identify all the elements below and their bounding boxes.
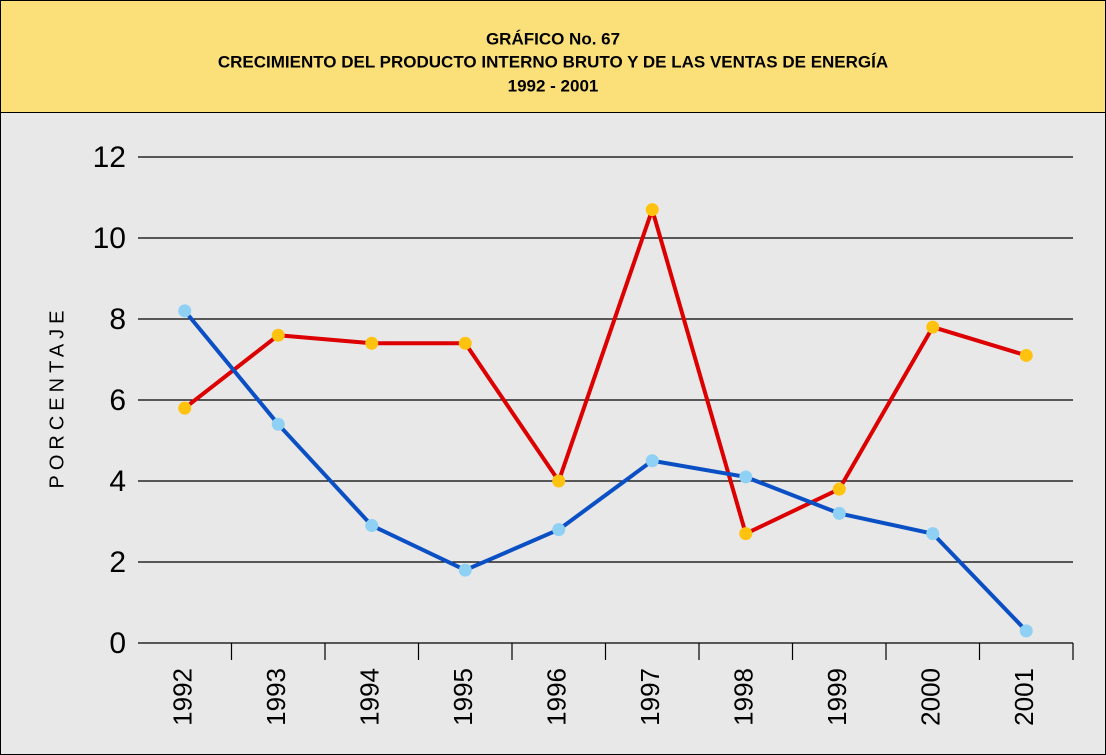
x-tick-label: 1998 — [729, 668, 759, 726]
data-point — [365, 336, 379, 350]
data-point — [645, 203, 659, 217]
x-tick-label: 1996 — [542, 668, 572, 726]
data-point — [552, 474, 566, 488]
data-point — [271, 328, 285, 342]
data-point — [832, 506, 846, 520]
x-tick-label: 1994 — [355, 668, 385, 726]
x-tick-label: 2000 — [916, 668, 946, 726]
chart-subtitle: CRECIMIENTO DEL PRODUCTO INTERNO BRUTO Y… — [218, 52, 888, 71]
data-point — [739, 470, 753, 484]
data-point — [926, 527, 940, 541]
data-point — [178, 401, 192, 415]
data-point — [271, 417, 285, 431]
chart-title: GRÁFICO No. 67 — [486, 29, 620, 48]
y-tick-label: 4 — [109, 465, 126, 498]
y-tick-label: 10 — [93, 222, 126, 255]
y-tick-label: 2 — [109, 546, 126, 579]
y-tick-label: 6 — [109, 384, 126, 417]
x-tick-label: 1993 — [261, 668, 291, 726]
x-tick-label: 1997 — [635, 668, 665, 726]
y-axis-label: PORCENTAJE — [46, 306, 68, 489]
x-tick-label: 1999 — [822, 668, 852, 726]
data-point — [552, 523, 566, 537]
data-point — [1019, 624, 1033, 638]
x-tick-label: 1995 — [448, 668, 478, 726]
data-point — [178, 304, 192, 318]
y-tick-label: 12 — [93, 141, 126, 174]
x-tick-label: 2001 — [1009, 668, 1039, 726]
x-tick-label: 1992 — [168, 668, 198, 726]
y-tick-label: 8 — [109, 303, 126, 336]
header-band — [0, 0, 1106, 113]
data-point — [926, 320, 940, 334]
series-line — [183, 207, 1027, 536]
data-point — [645, 454, 659, 468]
data-point — [458, 336, 472, 350]
data-point — [365, 519, 379, 533]
data-point — [1019, 348, 1033, 362]
data-point — [739, 527, 753, 541]
data-point — [832, 482, 846, 496]
y-tick-label: 0 — [109, 627, 126, 660]
data-point — [458, 563, 472, 577]
chart-period: 1992 - 2001 — [508, 76, 599, 95]
series-line — [183, 309, 1028, 633]
